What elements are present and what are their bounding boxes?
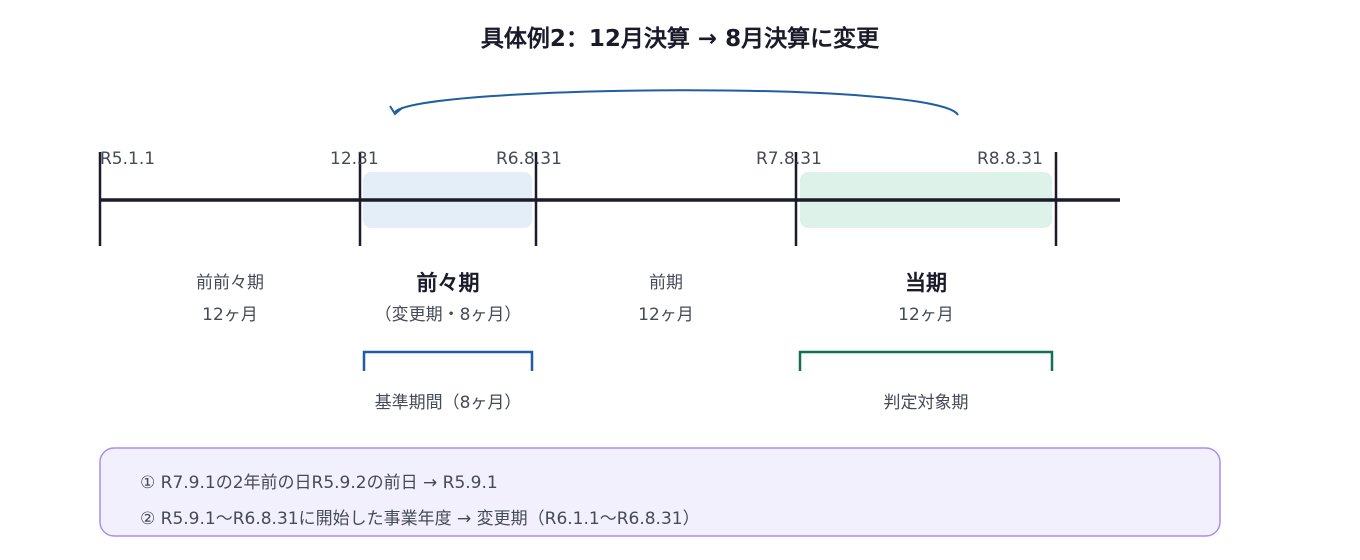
period-name: 前期 (649, 273, 683, 293)
period-name: 前前々期 (196, 273, 264, 293)
base-period-label: 基準期間（8ヶ月） (375, 393, 522, 413)
date-label: R8.8.31 (977, 149, 1043, 169)
date-label: R5.1.1 (100, 149, 155, 169)
period-sub: 12ヶ月 (202, 305, 258, 325)
date-label: R7.8.31 (756, 149, 822, 169)
period-sub: （変更期・8ヶ月） (375, 305, 522, 325)
target-period-label: 判定対象期 (884, 393, 969, 413)
base-period-bracket (362, 350, 534, 371)
target-period-bracket (798, 350, 1054, 371)
ticks (98, 152, 1058, 246)
note-1: ① R7.9.1の2年前の日R5.9.2の前日 → R5.9.1 (140, 473, 498, 493)
date-label: R6.8.31 (496, 149, 562, 169)
reference-arrow (394, 89, 959, 116)
period-sub: 12ヶ月 (638, 305, 694, 325)
period-name: 前々期 (417, 271, 480, 295)
note-2: ② R5.9.1～R6.8.31に開始した事業年度 → 変更期（R6.1.1～R… (140, 509, 700, 529)
arrow-head-icon (389, 105, 403, 116)
period-name: 当期 (905, 271, 947, 295)
diagram-title: 具体例2：12月決算 → 8月決算に変更 (481, 25, 880, 52)
period-sub: 12ヶ月 (898, 305, 954, 325)
notes-box (99, 447, 1221, 537)
date-label: 12.31 (330, 149, 379, 169)
